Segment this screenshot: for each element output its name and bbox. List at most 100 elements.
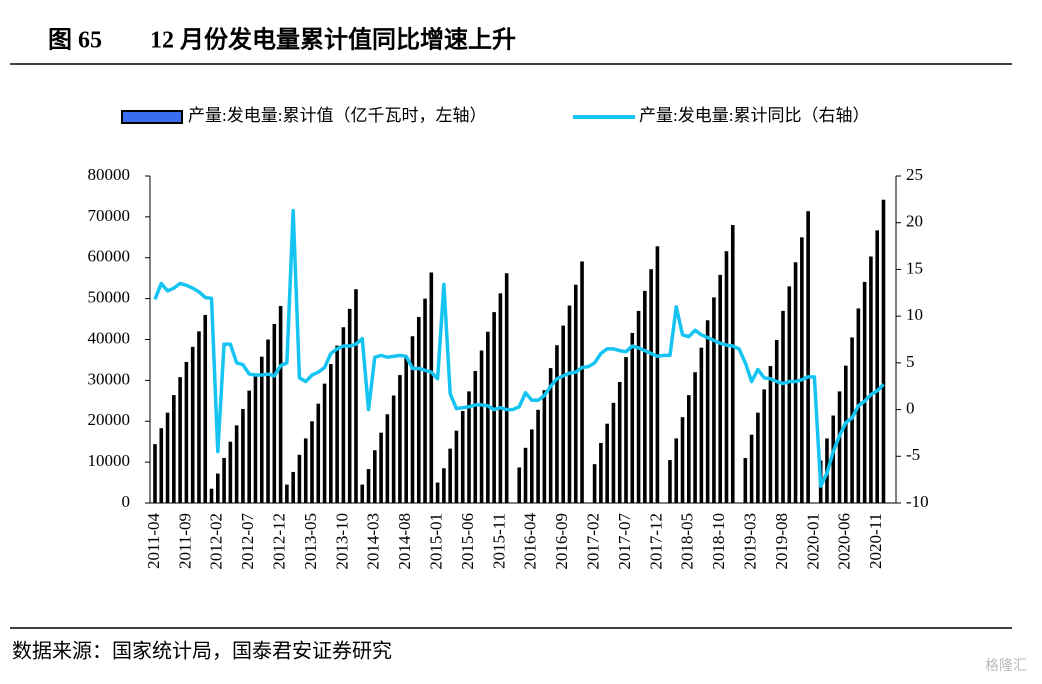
- x-tick-label: 2016-09: [552, 513, 571, 570]
- bar: [303, 438, 308, 503]
- y2-tick-label: 10: [906, 305, 923, 324]
- bar: [831, 415, 836, 503]
- y2-tick-label: 15: [906, 258, 923, 277]
- bar: [404, 355, 408, 503]
- x-tick-label: 2012-12: [270, 513, 289, 570]
- bar: [347, 308, 352, 503]
- y-tick-label: 10000: [88, 451, 131, 470]
- bar: [530, 429, 534, 503]
- bar: [398, 375, 402, 503]
- bar: [730, 225, 735, 504]
- bar: [385, 414, 390, 503]
- bar: [655, 246, 660, 503]
- bar: [693, 372, 697, 503]
- bar: [435, 482, 440, 503]
- bar: [668, 460, 672, 503]
- y2-tick-label: 20: [906, 212, 923, 231]
- bar: [272, 323, 277, 503]
- bar: [862, 281, 867, 503]
- bar: [222, 458, 226, 503]
- bar: [881, 199, 886, 503]
- x-tick-label: 2020-11: [866, 513, 885, 569]
- y2-tick-label: -5: [906, 445, 920, 464]
- x-tick-label: 2015-06: [458, 513, 477, 570]
- bar: [724, 251, 729, 503]
- y-tick-label: 70000: [88, 206, 131, 225]
- bar: [360, 484, 365, 503]
- title-number: 图 65: [48, 27, 102, 54]
- legend-label: 产量:发电量:累计同比（右轴）: [639, 106, 869, 125]
- bar: [781, 310, 785, 503]
- bar: [630, 332, 635, 503]
- bar: [197, 331, 201, 503]
- legend-swatch: [121, 110, 183, 124]
- bar: [159, 428, 164, 503]
- bar: [548, 368, 553, 503]
- bar: [322, 383, 327, 503]
- bar: [643, 290, 647, 503]
- bar: [674, 438, 679, 503]
- bar: [291, 471, 295, 503]
- bar: [806, 211, 810, 503]
- x-tick-label: 2017-07: [615, 513, 634, 570]
- x-tick-label: 2020-06: [835, 513, 854, 570]
- bar: [416, 317, 421, 503]
- bar: [749, 434, 754, 503]
- bar: [561, 325, 565, 503]
- bar: [774, 339, 779, 503]
- bar: [391, 395, 396, 503]
- bar: [756, 412, 760, 503]
- y-tick-label: 60000: [88, 247, 131, 266]
- bar: [599, 442, 603, 503]
- bar: [316, 403, 321, 503]
- x-tick-label: 2018-10: [709, 513, 728, 570]
- bar: [354, 289, 358, 503]
- bar: [624, 357, 628, 503]
- bar: [850, 337, 854, 503]
- bar: [448, 448, 452, 503]
- bar: [473, 370, 478, 503]
- x-tick-label: 2017-12: [646, 513, 665, 570]
- bar: [837, 391, 842, 503]
- bar: [209, 488, 214, 503]
- bar: [875, 230, 879, 503]
- bar: [467, 391, 471, 503]
- x-tick-label: 2014-03: [364, 513, 383, 570]
- line: [153, 208, 885, 488]
- chart-title: 12 月份发电量累计值同比增速上升: [150, 26, 516, 54]
- bar: [580, 261, 584, 503]
- bar: [285, 484, 289, 503]
- bar: [486, 331, 490, 503]
- bar: [479, 350, 484, 503]
- bar: [442, 468, 446, 503]
- y2-tick-label: 25: [906, 165, 923, 184]
- y-tick-label: 50000: [88, 288, 131, 307]
- bar: [373, 450, 377, 503]
- x-tick-label: 2015-01: [427, 513, 446, 570]
- bar: [523, 447, 528, 503]
- bar: [335, 345, 339, 503]
- bar: [341, 327, 346, 503]
- x-tick-label: 2013-05: [301, 513, 320, 570]
- bar: [410, 336, 415, 503]
- bar: [517, 467, 522, 503]
- bar: [718, 274, 722, 503]
- bar: [768, 366, 773, 503]
- y-tick-label: 40000: [88, 328, 131, 347]
- x-tick-label: 2015-11: [489, 513, 508, 569]
- x-tick-label: 2013-10: [332, 513, 351, 570]
- bar: [190, 346, 195, 503]
- bar: [705, 320, 710, 503]
- bar: [680, 417, 685, 503]
- bar: [649, 269, 653, 503]
- bar: [241, 408, 245, 503]
- bar: [203, 314, 208, 503]
- bar: [712, 297, 716, 503]
- x-tick-label: 2019-03: [741, 513, 760, 570]
- bar: [567, 305, 572, 503]
- y2-tick-label: 5: [906, 352, 915, 371]
- bar: [869, 256, 873, 503]
- bar: [297, 454, 302, 503]
- x-tick-label: 2016-04: [521, 513, 540, 570]
